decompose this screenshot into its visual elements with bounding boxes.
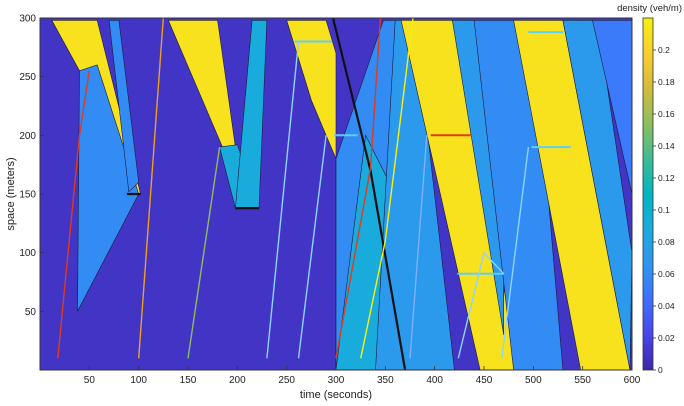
y-tick-label: 250 bbox=[19, 72, 36, 83]
shockwave-line bbox=[331, 18, 372, 171]
y-tick-label: 300 bbox=[19, 14, 36, 25]
y-tick-label: 150 bbox=[19, 190, 36, 201]
density-region bbox=[513, 19, 631, 370]
y-tick-label: 50 bbox=[25, 307, 37, 318]
x-tick-label: 100 bbox=[130, 375, 147, 386]
x-tick-label: 600 bbox=[624, 375, 641, 386]
vehicle-trajectory bbox=[501, 147, 530, 359]
y-tick-label: 100 bbox=[19, 248, 36, 259]
shockwave-line bbox=[369, 170, 407, 370]
colorbar-tick-label: 0.1 bbox=[658, 205, 670, 215]
density-region bbox=[592, 19, 632, 195]
x-tick-label: 300 bbox=[328, 375, 345, 386]
colorbar-tick-label: 0.04 bbox=[658, 301, 675, 311]
y-tick-label: 200 bbox=[19, 131, 36, 142]
vehicle-trajectories bbox=[57, 18, 530, 359]
y-axis-label: space (meters) bbox=[5, 157, 17, 230]
colorbar-tick-label: 0.12 bbox=[658, 173, 675, 183]
density-region bbox=[562, 19, 632, 370]
colorbar-tick-label: 0.06 bbox=[658, 269, 675, 279]
colorbar-tick-label: 0.16 bbox=[658, 109, 675, 119]
x-tick-label: 350 bbox=[377, 375, 394, 386]
x-tick-label: 200 bbox=[229, 375, 246, 386]
y-axis-ticks: 50 100 150 200 250 300 bbox=[19, 14, 44, 318]
plot-area bbox=[40, 18, 632, 370]
colorbar-tick-label: 0.18 bbox=[658, 77, 675, 87]
vehicle-trajectory bbox=[409, 135, 428, 359]
density-regions bbox=[40, 18, 632, 370]
colorbar-gradient bbox=[642, 17, 654, 371]
shockwave-lines bbox=[126, 18, 407, 370]
vehicle-trajectory bbox=[360, 18, 414, 359]
colorbar-tick-label: 0.14 bbox=[658, 141, 675, 151]
x-axis-label: time (seconds) bbox=[300, 389, 372, 401]
colorbar-tick-label: 0.08 bbox=[658, 237, 675, 247]
vehicle-trajectory bbox=[335, 18, 382, 359]
density-region bbox=[400, 19, 520, 370]
x-tick-label: 500 bbox=[525, 375, 542, 386]
colorbar-label: density (veh/m) bbox=[617, 3, 682, 14]
density-region bbox=[108, 19, 140, 193]
vehicle-trajectory bbox=[457, 251, 505, 359]
vehicle-trajectory bbox=[57, 70, 90, 359]
x-tick-label: 550 bbox=[574, 375, 591, 386]
vehicle-trajectory bbox=[187, 146, 221, 359]
signal-stop-lines bbox=[294, 31, 571, 275]
vehicle-trajectory bbox=[266, 41, 300, 359]
vehicle-trajectory bbox=[297, 135, 327, 359]
colorbar-ticks: 0 0.02 0.04 0.06 0.08 0.1 0.12 0.14 0.16 0.18 0.2 bbox=[653, 45, 675, 375]
x-tick-label: 50 bbox=[84, 375, 96, 386]
x-tick-label: 250 bbox=[278, 375, 295, 386]
colorbar-tick-label: 0.02 bbox=[658, 333, 675, 343]
colorbar-tick-label: 0.2 bbox=[658, 45, 670, 55]
vehicle-trajectory bbox=[138, 18, 164, 359]
x-tick-label: 150 bbox=[180, 375, 197, 386]
colorbar-tick-label: 0 bbox=[658, 365, 663, 375]
colorbar: 00.020.040.060.080.10.120.140.160.180.2 … bbox=[617, 3, 682, 375]
x-axis-ticks: 50 100 150 200 250 300 350 400 450 500 550 600 bbox=[84, 366, 641, 386]
density-region bbox=[286, 19, 337, 159]
x-tick-label: 400 bbox=[426, 375, 443, 386]
x-tick-label: 450 bbox=[476, 375, 493, 386]
